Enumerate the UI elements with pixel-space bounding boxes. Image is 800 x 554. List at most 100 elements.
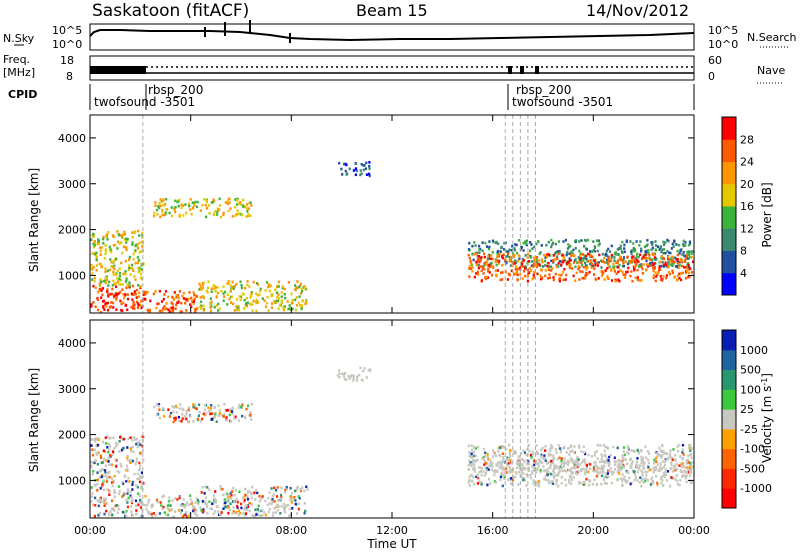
- scatter-cell: [236, 506, 239, 509]
- scatter-cell: [571, 449, 574, 453]
- scatter-cell: [204, 496, 207, 500]
- scatter-cell: [193, 508, 196, 512]
- scatter-cell: [475, 475, 478, 478]
- scatter-cell: [625, 481, 628, 484]
- scatter-cell: [515, 466, 518, 470]
- scatter-cell: [561, 271, 564, 274]
- scatter-cell: [117, 507, 120, 511]
- scatter-cell: [579, 257, 582, 260]
- scatter-cell: [621, 251, 624, 255]
- scatter-cell: [161, 309, 164, 313]
- scatter-cell: [284, 296, 287, 300]
- scatter-cell: [483, 252, 486, 256]
- scatter-cell: [469, 267, 472, 270]
- scatter-cell: [207, 286, 210, 290]
- scatter-cell: [122, 272, 125, 276]
- scatter-cell: [155, 498, 159, 502]
- scatter-cell: [192, 420, 195, 423]
- scatter-cell: [584, 261, 587, 265]
- scatter-cell: [118, 492, 121, 496]
- scatter-cell: [564, 278, 567, 281]
- scatter-cell: [631, 460, 634, 463]
- scatter-cell: [565, 470, 568, 473]
- scatter-cell: [116, 292, 119, 296]
- scatter-cell: [483, 261, 486, 265]
- scatter-cell: [574, 466, 577, 470]
- scatter-cell: [171, 302, 174, 306]
- scatter-cell: [561, 469, 564, 473]
- scatter-cell: [120, 465, 123, 468]
- scatter-cell: [626, 270, 629, 274]
- scatter-cell: [135, 509, 138, 512]
- scatter-cell: [503, 477, 506, 480]
- scatter-cell: [92, 265, 95, 269]
- scatter-cell: [244, 302, 248, 306]
- scatter-cell: [603, 449, 606, 453]
- scatter-cell: [653, 469, 656, 473]
- scatter-cell: [613, 463, 617, 467]
- scatter-cell: [258, 293, 261, 296]
- scatter-cell: [486, 461, 489, 465]
- scatter-cell: [264, 499, 267, 503]
- scatter-cell: [540, 258, 543, 261]
- scatter-cell: [93, 483, 96, 487]
- scatter-cell: [217, 510, 220, 513]
- scatter-cell: [660, 250, 663, 254]
- scatter-cell: [578, 482, 581, 485]
- scatter-cell: [268, 289, 271, 293]
- scatter-cell: [665, 473, 668, 476]
- scatter-cell: [668, 251, 671, 254]
- scatter-cell: [271, 495, 274, 498]
- scatter-cell: [173, 416, 176, 420]
- scatter-cell: [467, 248, 471, 251]
- scatter-cell: [610, 279, 614, 282]
- scatter-cell: [235, 305, 238, 308]
- scatter-cell: [514, 450, 517, 454]
- scatter-cell: [501, 256, 505, 260]
- scatter-cell: [243, 507, 246, 511]
- scatter-cell: [96, 242, 99, 246]
- scatter-cell: [197, 500, 200, 504]
- scatter-cell: [130, 496, 133, 499]
- scatter-cell: [120, 302, 123, 306]
- scatter-cell: [296, 512, 299, 515]
- scatter-cell: [96, 308, 100, 312]
- scatter-cell: [535, 444, 538, 447]
- scatter-cell: [669, 455, 672, 458]
- scatter-cell: [659, 275, 662, 278]
- scatter-cell: [191, 403, 195, 406]
- scatter-cell: [517, 455, 520, 458]
- scatter-cell: [99, 469, 102, 473]
- scatter-cell: [503, 241, 506, 245]
- scatter-cell: [602, 443, 605, 447]
- scatter-cell: [667, 265, 670, 269]
- scatter-cell: [487, 247, 490, 251]
- scatter-cell: [236, 209, 239, 212]
- scatter-cell: [685, 466, 688, 470]
- scatter-cell: [512, 475, 515, 479]
- scatter-cell: [101, 461, 105, 464]
- scatter-cell: [293, 495, 296, 499]
- scatter-cell: [642, 461, 645, 464]
- scatter-cell: [368, 172, 371, 176]
- scatter-cell: [568, 257, 571, 260]
- scatter-cell: [170, 508, 173, 511]
- scatter-cell: [550, 238, 553, 242]
- scatter-cell: [530, 256, 533, 259]
- scatter-cell: [478, 257, 481, 260]
- scatter-cell: [626, 256, 629, 259]
- scatter-cell: [570, 472, 573, 476]
- scatter-cell: [157, 302, 160, 305]
- scatter-cell: [479, 469, 482, 473]
- scatter-cell: [95, 258, 98, 262]
- scatter-cell: [136, 485, 139, 489]
- scatter-cell: [606, 277, 609, 280]
- scatter-cell: [268, 502, 271, 505]
- scatter-cell: [578, 278, 581, 281]
- scatter-cell: [566, 252, 569, 255]
- scatter-cell: [193, 297, 196, 301]
- scatter-cell: [667, 239, 670, 243]
- scatter-cell: [673, 260, 676, 264]
- scatter-cell: [537, 263, 540, 266]
- scatter-cell: [510, 259, 513, 263]
